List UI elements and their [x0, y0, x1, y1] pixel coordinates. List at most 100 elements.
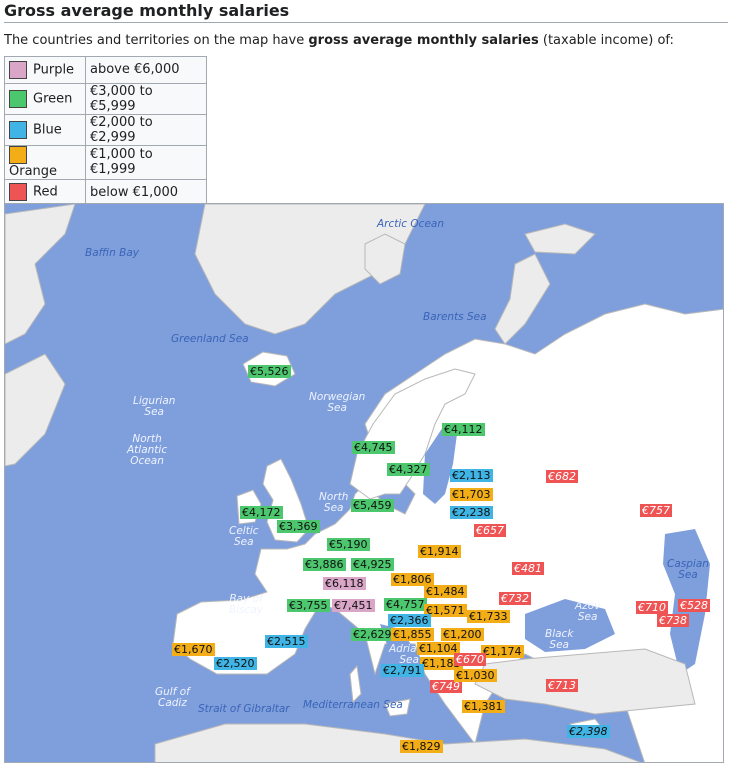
salary-poland[interactable]: €1,914 [418, 545, 461, 558]
blue-swatch [9, 120, 27, 139]
salary-moldova[interactable]: €732 [499, 592, 531, 605]
legend-label: Purple [33, 62, 75, 78]
salary-georgia[interactable]: €710 [636, 601, 668, 614]
sea-label-north-sea: North Sea [319, 491, 349, 514]
scandinavia-land [349, 368, 476, 500]
salary-azerbaijan[interactable]: €528 [678, 599, 710, 612]
salary-estonia[interactable]: €2,113 [450, 469, 493, 482]
legend-row-green: Green €3,000 to €5,999 [4, 82, 207, 115]
salary-albania[interactable]: €749 [430, 680, 462, 693]
sea-label-azov: Azov Sea [575, 600, 601, 623]
legend-row-blue: Blue €2,000 to €2,999 [4, 113, 207, 146]
baffin-land [5, 204, 76, 345]
sea-label-greenland: Greenland Sea [171, 333, 249, 345]
salary-netherlands[interactable]: €5,190 [327, 538, 370, 551]
black-sea [525, 599, 615, 652]
salary-germany[interactable]: €4,925 [351, 558, 394, 571]
legend-table: Purple above €6,000 Green €3,000 to €5,9… [4, 56, 207, 207]
salary-portugal[interactable]: €1,670 [172, 643, 215, 656]
salary-sweden[interactable]: €4,327 [387, 463, 430, 476]
sardinia-land [349, 664, 362, 704]
sea-label-arctic: Arctic Ocean [377, 218, 445, 230]
purple-swatch [9, 60, 27, 79]
red-swatch [9, 183, 27, 202]
sea-label-adriatic: Adriatic Sea [389, 643, 430, 666]
legend-row-orange: Orange €1,000 to €1,999 [4, 144, 207, 180]
sea-label-barents: Barents Sea [423, 311, 487, 323]
salary-kazakhstan[interactable]: €757 [640, 504, 672, 517]
salary-malta-sm[interactable]: €2,791 [381, 664, 424, 677]
sea-label-biscay: Bay of Biscay [229, 593, 264, 616]
salary-latvia[interactable]: €1,703 [450, 488, 493, 501]
salary-switzerland[interactable]: €7,451 [332, 599, 375, 612]
greenland-land [194, 204, 426, 335]
salary-iceland[interactable]: €5,526 [248, 365, 291, 378]
baltic-sea [423, 424, 457, 504]
salary-montenegro[interactable]: €1,183 [420, 657, 463, 670]
sea-label-ligurian: Ligurian Sea [133, 395, 176, 418]
salary-bulgaria[interactable]: €1,174 [481, 645, 524, 658]
sea-label-cadiz: Gulf of Cadiz [155, 686, 190, 709]
salary-north-macedonia[interactable]: €1,030 [454, 669, 497, 682]
salary-romania[interactable]: €1,733 [467, 610, 510, 623]
novaya-zemlya [494, 253, 551, 345]
page-title: Gross average monthly salaries [4, 0, 728, 23]
salary-cyprus[interactable]: €2,398 [567, 725, 610, 738]
salary-ireland[interactable]: €4,172 [240, 506, 283, 519]
salary-hungary[interactable]: €1,571 [424, 604, 467, 617]
legend-row-purple: Purple above €6,000 [4, 56, 207, 84]
salary-turkey[interactable]: €713 [546, 679, 578, 692]
africa-land [154, 723, 642, 762]
legend-range: €3,000 to €5,999 [85, 82, 207, 115]
sea-label-black: Black Sea [545, 628, 574, 651]
sea-label-north-atlantic: North Atlantic Ocean [127, 433, 168, 467]
salary-spain[interactable]: €2,520 [214, 657, 257, 670]
salary-france[interactable]: €3,755 [287, 599, 330, 612]
intro-text: The countries and territories on the map… [4, 33, 674, 48]
legend-range: below €1,000 [85, 178, 207, 207]
sea-label-mediterranean: Mediterranean Sea [303, 699, 403, 711]
legend-range: €2,000 to €2,999 [85, 113, 207, 146]
salary-slovakia[interactable]: €1,484 [424, 585, 467, 598]
legend-range: above €6,000 [85, 56, 207, 84]
sea-label-gibraltar: Strait of Gibraltar [198, 703, 290, 715]
salary-czechia[interactable]: €1,806 [391, 573, 434, 586]
salary-malta[interactable]: €1,829 [400, 740, 443, 753]
salary-kosovo[interactable]: €670 [454, 653, 486, 666]
salary-russia[interactable]: €682 [546, 470, 578, 483]
salary-belgium[interactable]: €3,886 [303, 558, 346, 571]
europe-map[interactable]: Arctic Ocean Baffin Bay Barents Sea Gree… [4, 203, 724, 763]
orange-swatch [9, 145, 27, 164]
salary-andorra[interactable]: €2,515 [265, 635, 308, 648]
salary-bosnia[interactable]: €1,104 [417, 642, 460, 655]
legend-range: €1,000 to €1,999 [85, 144, 207, 180]
canada-land [5, 353, 66, 467]
salary-lithuania[interactable]: €2,238 [450, 506, 493, 519]
salary-austria[interactable]: €4,757 [384, 598, 427, 611]
salary-ukraine[interactable]: €481 [512, 562, 544, 575]
green-swatch [9, 89, 27, 108]
salary-serbia[interactable]: €1,200 [441, 628, 484, 641]
salary-luxembourg[interactable]: €6,118 [323, 577, 366, 590]
sicily-land [384, 698, 411, 717]
salary-belarus[interactable]: €657 [474, 524, 506, 537]
salary-slovenia[interactable]: €2,366 [388, 614, 431, 627]
salary-armenia[interactable]: €738 [657, 614, 689, 627]
svalbard-land [364, 233, 406, 285]
salary-uk[interactable]: €3,369 [277, 520, 320, 533]
salary-norway[interactable]: €4,745 [352, 441, 395, 454]
salary-denmark[interactable]: €5,459 [351, 499, 394, 512]
sea-label-norwegian: Norwegian Sea [309, 391, 366, 414]
salary-croatia[interactable]: €1,855 [391, 628, 434, 641]
salary-finland[interactable]: €4,112 [442, 423, 485, 436]
sea-label-celtic: Celtic Sea [229, 525, 259, 548]
legend-row-red: Red below €1,000 [4, 178, 207, 207]
sea-label-caspian: Caspian Sea [667, 558, 709, 581]
legend-label: Red [33, 184, 58, 200]
map-landmasses [5, 204, 723, 762]
salary-greece[interactable]: €1,381 [462, 700, 505, 713]
salary-italy[interactable]: €2,629 [351, 628, 394, 641]
turkey-land [474, 648, 696, 715]
legend-label: Green [33, 91, 73, 107]
franz-josef-land [524, 223, 596, 255]
